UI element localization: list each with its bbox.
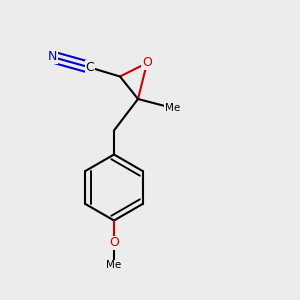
Text: Me: Me (106, 260, 122, 271)
Text: N: N (48, 50, 57, 64)
Text: O: O (142, 56, 152, 70)
Text: Me: Me (165, 103, 180, 113)
Text: C: C (85, 61, 94, 74)
Text: O: O (109, 236, 119, 250)
